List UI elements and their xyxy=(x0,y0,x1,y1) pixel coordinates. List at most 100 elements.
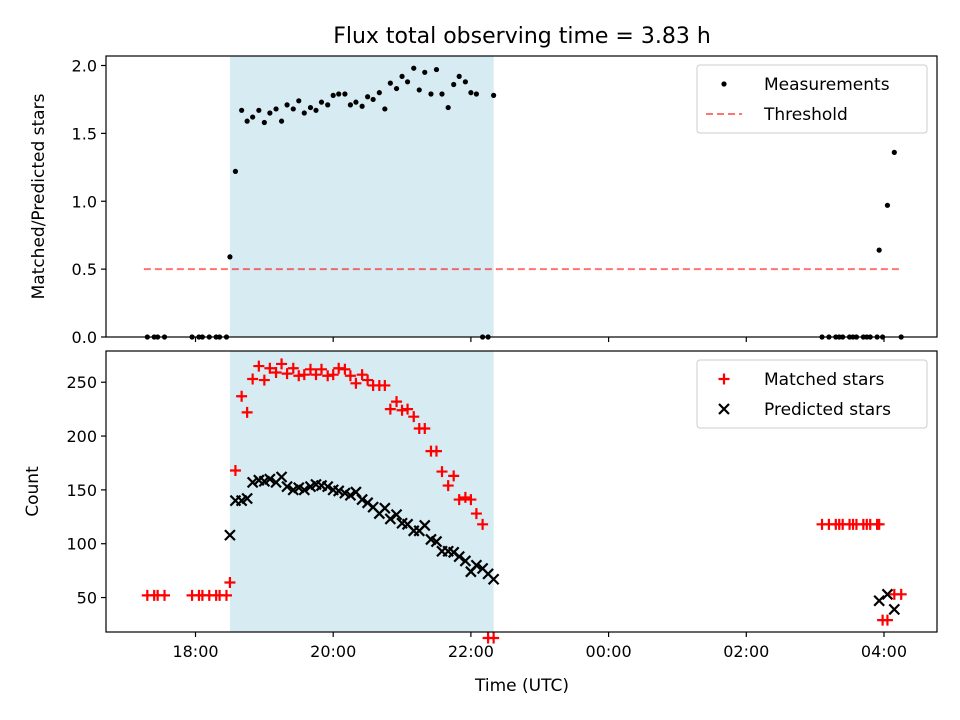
matched-stars-point xyxy=(379,379,391,391)
x-tick-label: 22:00 xyxy=(448,642,494,661)
measurements-point xyxy=(462,79,468,85)
matched-stars-point xyxy=(459,491,471,503)
measurements-point xyxy=(387,80,393,86)
matched-stars-point xyxy=(310,369,322,381)
measurements-point xyxy=(256,107,262,113)
matched-stars-point xyxy=(224,576,236,588)
legend-label-matched-stars: Matched stars xyxy=(764,370,884,390)
legend-box xyxy=(696,359,928,429)
matched-stars-point xyxy=(350,377,362,389)
matched-stars-point xyxy=(448,470,460,482)
y-tick-label: 0.5 xyxy=(72,260,97,279)
measurements-point xyxy=(227,254,233,260)
predicted-stars-point xyxy=(418,519,431,532)
measurements-point xyxy=(399,73,405,79)
measurements-point xyxy=(261,119,267,126)
matched-stars-point xyxy=(362,374,374,386)
matched-stars-point xyxy=(220,589,232,601)
x-tick-label: 04:00 xyxy=(861,642,907,661)
predicted-stars-point xyxy=(281,480,293,493)
measurements-point xyxy=(393,85,400,92)
measurements-point xyxy=(353,99,359,105)
matched-stars-point xyxy=(281,368,293,380)
x-tick-label: 02:00 xyxy=(723,642,769,661)
matched-stars-point xyxy=(241,406,253,418)
matched-stars-point xyxy=(430,445,442,457)
measurements-point xyxy=(336,91,342,97)
predicted-stars-point xyxy=(246,476,259,489)
matched-stars-point xyxy=(339,363,351,375)
predicted-stars-point xyxy=(264,473,276,485)
legend-count: Matched stars Predicted stars xyxy=(696,359,928,429)
matched-stars-point xyxy=(298,369,310,381)
predicted-stars-point xyxy=(881,588,894,601)
measurements-point xyxy=(330,92,336,98)
predicted-stars-point xyxy=(224,529,236,541)
measurements-point xyxy=(370,96,376,103)
predicted-stars-point xyxy=(390,508,403,521)
measurements-point xyxy=(301,110,307,116)
measurements-point xyxy=(342,91,348,97)
y-tick-label: 100 xyxy=(66,535,97,554)
measurements-point xyxy=(232,168,239,174)
legend-swatch-measurements xyxy=(721,81,727,87)
legend-ratio: Measurements Threshold xyxy=(696,64,928,134)
measurements-point xyxy=(318,99,325,105)
chart-title: Flux total observing time = 3.83 h xyxy=(333,24,711,49)
y-tick-label: 1.5 xyxy=(72,124,97,143)
measurements-point xyxy=(239,107,245,113)
matched-stars-point xyxy=(327,369,339,381)
predicted-stars-point xyxy=(459,555,472,567)
measurements-point xyxy=(473,91,480,97)
matched-stars-point xyxy=(356,369,368,381)
measurements-point xyxy=(411,65,417,71)
plot-frame-ratio xyxy=(105,55,938,338)
y-tick-label: 150 xyxy=(66,481,97,500)
y-tick-label: 250 xyxy=(66,373,97,392)
measurements-point xyxy=(456,73,462,79)
y-axis-label-ratio: Matched/Predicted stars xyxy=(29,93,49,299)
matched-stars-point xyxy=(477,518,489,530)
measurements-point xyxy=(273,106,279,112)
matched-stars-point xyxy=(465,494,477,506)
measurements-point xyxy=(382,106,388,112)
legend-swatch-matched-stars xyxy=(718,373,730,385)
legend-swatch-predicted-stars xyxy=(718,403,730,415)
predicted-stars-point xyxy=(888,603,901,616)
matched-stars-point xyxy=(264,362,276,374)
y-tick-label: 1.0 xyxy=(72,192,97,211)
measurements-point xyxy=(347,102,354,108)
matched-stars-point xyxy=(304,363,316,375)
predicted-stars-point xyxy=(356,493,368,506)
matched-stars-point xyxy=(344,370,356,382)
measurements-point xyxy=(267,110,273,116)
legend-box xyxy=(696,64,928,134)
matched-stars-point xyxy=(419,423,431,435)
matched-stars-point xyxy=(488,632,500,644)
measurements-point xyxy=(244,118,250,124)
legend-label-threshold: Threshold xyxy=(763,105,848,125)
observing-window-ratio xyxy=(229,56,494,337)
predicted-stars-point xyxy=(470,559,483,572)
predicted-stars-point xyxy=(298,484,311,496)
measurements-point xyxy=(439,91,445,97)
x-tick-label: 18:00 xyxy=(172,642,218,661)
matched-stars-point xyxy=(391,396,403,408)
subplot-ratio: 0.0 0.5 1.0 1.5 2.0 Matched/Predicted stars Me… xyxy=(29,55,938,347)
matched-stars-point xyxy=(247,373,259,385)
matched-stars-point xyxy=(258,374,270,386)
predicted-stars-point xyxy=(487,573,500,586)
measurements-point xyxy=(296,98,302,104)
legend-label-predicted-stars: Predicted stars xyxy=(764,400,891,420)
predicted-stars-point xyxy=(430,535,443,548)
matched-stars-point xyxy=(159,589,171,601)
measurements-point xyxy=(428,91,434,97)
x-tick-label: 00:00 xyxy=(586,642,632,661)
measurements-point xyxy=(884,202,891,208)
predicted-stars-point xyxy=(873,595,885,607)
measurements-point xyxy=(416,87,422,93)
matched-stars-point xyxy=(873,518,885,530)
predicted-stars-point xyxy=(275,471,288,483)
measurements-point xyxy=(250,114,256,120)
